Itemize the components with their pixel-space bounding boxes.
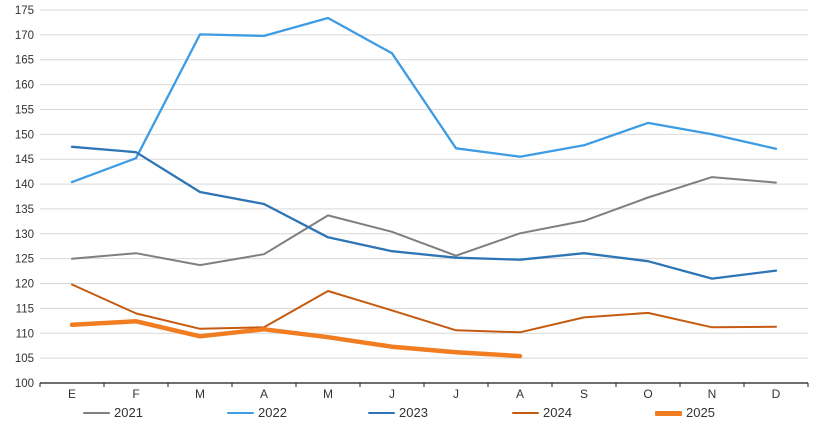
- y-axis-label-140: 140: [15, 179, 34, 191]
- legend-label-2021: 2021: [114, 405, 143, 420]
- series-line-2021: [71, 176, 777, 267]
- y-axis-label-105: 105: [15, 353, 34, 365]
- y-axis-label-110: 110: [16, 328, 34, 340]
- x-axis-label-5: J: [389, 387, 395, 400]
- legend-label-2025: 2025: [686, 405, 715, 420]
- legend-item-2023: 2023: [368, 402, 428, 424]
- y-axis-label-125: 125: [15, 254, 34, 266]
- legend-line-swatch-2024: [512, 412, 539, 414]
- y-axis-label-150: 150: [15, 129, 34, 141]
- legend-line-swatch-2021: [83, 412, 110, 414]
- x-axis-label-6: J: [453, 387, 459, 400]
- x-axis-label-4: M: [323, 387, 333, 400]
- legend-label-2023: 2023: [399, 405, 428, 420]
- price-index-line-chart: 100 105 110 115 120 125 130 135 140 145 150 155 160 1…: [15, 5, 809, 401]
- y-axis-label-170: 170: [15, 30, 34, 42]
- x-axis-label-8: S: [580, 387, 588, 400]
- x-axis-label-10: N: [708, 387, 717, 400]
- chart-legend: 2021 2022 2023 2024 2025: [0, 402, 820, 426]
- legend-item-2024: 2024: [512, 402, 572, 424]
- y-axis-label-100: 100: [15, 378, 34, 390]
- series-line-2024: [71, 283, 777, 334]
- y-axis-label-135: 135: [15, 204, 34, 216]
- y-axis-label-145: 145: [15, 154, 34, 166]
- y-axis-label-130: 130: [15, 229, 34, 241]
- legend-item-2022: 2022: [227, 402, 287, 424]
- series-line-2023: [70, 145, 778, 280]
- series-line-2025: [69, 319, 523, 359]
- x-axis-label-7: A: [516, 387, 524, 400]
- legend-line-swatch-2023: [368, 412, 395, 414]
- y-axis-label-160: 160: [15, 80, 34, 92]
- x-axis-label-0: E: [68, 387, 76, 400]
- y-axis-label-120: 120: [15, 279, 34, 291]
- legend-label-2024: 2024: [543, 405, 572, 420]
- legend-item-2021: 2021: [83, 402, 143, 424]
- y-axis-label-115: 115: [16, 303, 34, 315]
- legend-line-swatch-2025: [655, 410, 682, 416]
- y-axis-label-175: 175: [15, 5, 34, 17]
- x-axis-label-9: O: [643, 387, 652, 400]
- series-line-2022: [70, 16, 778, 184]
- x-axis-label-1: F: [132, 387, 139, 400]
- y-axis-label-165: 165: [15, 55, 34, 67]
- legend-label-2022: 2022: [258, 405, 287, 420]
- x-axis-label-2: M: [195, 387, 205, 400]
- x-axis-label-11: D: [772, 387, 781, 400]
- legend-item-2025: 2025: [655, 402, 715, 424]
- y-axis-label-155: 155: [15, 104, 34, 116]
- legend-line-swatch-2022: [227, 412, 254, 414]
- x-axis-label-3: A: [260, 387, 268, 400]
